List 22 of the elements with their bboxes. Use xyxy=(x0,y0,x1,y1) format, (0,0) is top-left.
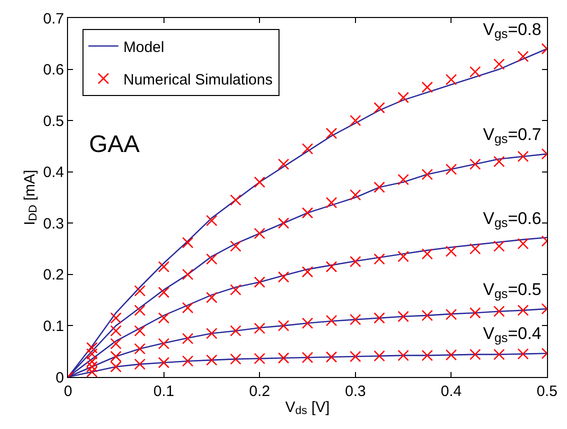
y-tick-label: 0.1 xyxy=(43,318,64,335)
x-axis-title: V$_{ds}$ [V] xyxy=(285,399,330,418)
y-tick-label: 0.5 xyxy=(43,112,64,130)
annotation: V$_{gs}$=0.5 xyxy=(483,280,542,301)
y-tick-label: 0.2 xyxy=(43,266,64,284)
y-tick-label: 0.4 xyxy=(43,164,64,182)
x-tick-label: 0.2 xyxy=(249,383,270,400)
y-tick-label: 0.7 xyxy=(43,10,64,28)
annotation: V$_{gs}$=0.6 xyxy=(483,209,542,230)
x-tick-label: 0.3 xyxy=(344,383,366,400)
y-tick-label: 0 xyxy=(56,369,64,386)
annotation: V$_{gs}$=0.4 xyxy=(483,324,542,345)
legend-label: Numerical Simulations xyxy=(123,71,273,88)
legend-label: Model xyxy=(123,38,164,56)
annotation: GAA xyxy=(89,131,140,158)
y-tick-label: 0.3 xyxy=(43,215,64,232)
annotation: V$_{gs}$=0.8 xyxy=(483,20,542,41)
x-tick-label: 0.1 xyxy=(153,383,174,400)
x-tick-label: 0.4 xyxy=(440,383,462,400)
y-tick-label: 0.6 xyxy=(43,62,64,79)
x-tick-label: 0.5 xyxy=(536,383,558,400)
annotation: V$_{gs}$=0.7 xyxy=(483,125,542,146)
